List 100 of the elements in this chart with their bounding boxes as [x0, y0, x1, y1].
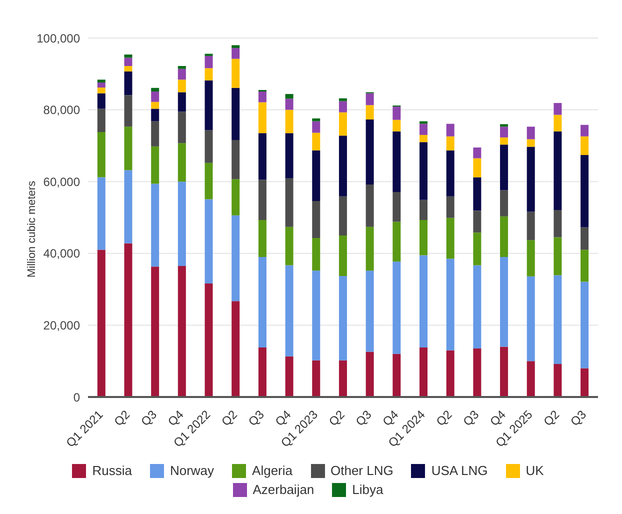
- bar: [97, 177, 106, 250]
- bar: [500, 137, 508, 145]
- bar: [97, 250, 106, 397]
- bar: [258, 102, 266, 134]
- bar: [366, 119, 374, 184]
- legend-label: Other LNG: [330, 463, 394, 478]
- bar: [338, 235, 347, 276]
- bar: [526, 126, 535, 140]
- bar: [526, 212, 535, 240]
- bar: [285, 94, 294, 99]
- bar: [232, 45, 240, 48]
- bar: [124, 58, 132, 66]
- bar: [178, 182, 186, 266]
- legend-label: USA LNG: [430, 463, 488, 478]
- x-tick-label: Q4: [165, 407, 187, 429]
- bar: [554, 237, 562, 276]
- bar: [178, 143, 186, 182]
- bar: [554, 210, 562, 238]
- y-tick-label: 100,000: [36, 31, 80, 46]
- x-tick-label: Q4: [272, 407, 294, 429]
- bar: [151, 146, 160, 184]
- bar: [473, 265, 482, 349]
- bar: [473, 348, 482, 397]
- bar: [312, 270, 320, 360]
- bar: [312, 200, 320, 238]
- legend-label: Russia: [91, 463, 132, 478]
- bar: [554, 131, 562, 210]
- y-tick-label: 20,000: [43, 318, 80, 332]
- bar: [124, 126, 132, 170]
- bar: [580, 250, 589, 282]
- bar: [366, 352, 374, 397]
- y-tick-label: 0: [73, 390, 80, 404]
- bar: [446, 350, 454, 397]
- bar: [232, 88, 240, 140]
- bar: [97, 88, 106, 94]
- bar: [392, 120, 401, 132]
- bar: [312, 118, 320, 122]
- legend-label: Libya: [351, 482, 384, 497]
- bar: [178, 112, 186, 144]
- bar: [178, 266, 186, 397]
- bar: [204, 130, 213, 163]
- bar: [554, 114, 562, 132]
- bar: [446, 136, 454, 150]
- y-axis-title: Million cubic meters: [26, 180, 38, 278]
- bar: [97, 108, 106, 132]
- legend-label: UK: [524, 463, 544, 478]
- bar: [366, 270, 374, 352]
- bar: [500, 256, 508, 347]
- bar: [258, 256, 266, 348]
- bar: [580, 124, 589, 136]
- bar: [338, 136, 347, 196]
- bar: [500, 126, 508, 138]
- x-tick-label: Q4: [487, 407, 509, 429]
- bar: [285, 133, 294, 178]
- bar: [258, 347, 266, 397]
- bar: [392, 106, 401, 120]
- bar: [366, 226, 374, 271]
- bar: [97, 80, 106, 83]
- bar: [338, 101, 347, 112]
- bar: [151, 121, 160, 146]
- bar: [312, 132, 320, 150]
- bar: [204, 162, 213, 200]
- bar: [473, 210, 482, 233]
- bar: [124, 95, 132, 127]
- bar: [285, 226, 294, 266]
- bar: [580, 282, 589, 368]
- bar: [258, 180, 266, 220]
- bar: [97, 93, 106, 109]
- bar: [258, 133, 266, 180]
- bar: [366, 105, 374, 120]
- bar: [124, 54, 132, 58]
- bar: [204, 56, 213, 68]
- x-tick-label: Q3: [568, 407, 590, 429]
- bar: [500, 124, 508, 127]
- bar: [178, 92, 186, 112]
- legend-label: Azerbaijan: [252, 482, 314, 497]
- bar: [178, 68, 186, 80]
- bar: [204, 80, 213, 130]
- bar: [312, 238, 320, 271]
- bar: [526, 146, 535, 212]
- bar: [312, 121, 320, 133]
- bar: [420, 255, 428, 348]
- bar: [392, 354, 401, 397]
- bar: [392, 192, 401, 222]
- bar: [124, 71, 132, 96]
- x-tick-label: Q2: [326, 407, 348, 429]
- bar: [446, 124, 454, 136]
- y-tick-label: 80,000: [43, 103, 80, 118]
- bar: [420, 142, 428, 200]
- bar: [580, 155, 589, 228]
- bar: [392, 262, 401, 354]
- bar: [285, 265, 294, 356]
- y-tick-label: 40,000: [43, 246, 80, 261]
- bar: [178, 80, 186, 92]
- bar: [473, 232, 482, 266]
- x-tick-label: Q3: [352, 407, 374, 429]
- bar: [151, 184, 160, 267]
- bar: [554, 364, 562, 397]
- bar: [97, 82, 106, 88]
- bar: [392, 131, 401, 192]
